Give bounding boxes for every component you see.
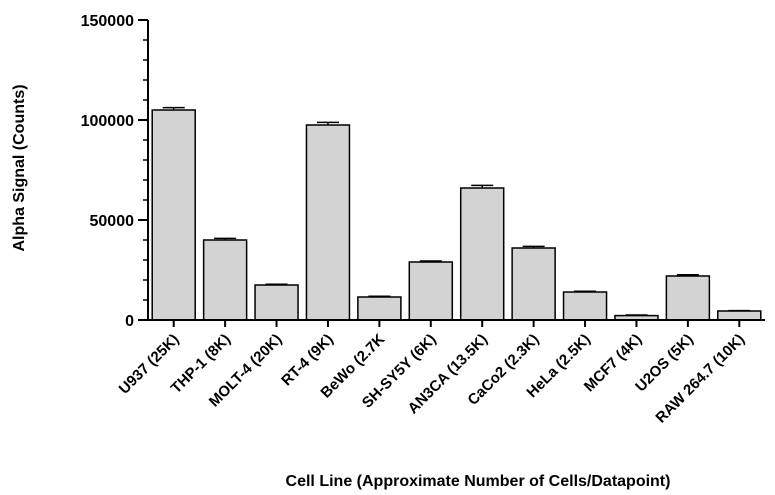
y-tick-label: 0 <box>125 313 134 330</box>
bar <box>511 247 556 321</box>
bar <box>459 187 505 321</box>
bar <box>357 296 402 321</box>
bar <box>202 239 248 321</box>
bar <box>717 310 762 321</box>
y-tick-label: 100000 <box>81 113 134 130</box>
category-label: RAW 264.7 (10K) <box>652 331 748 427</box>
y-tick-label: 50000 <box>90 213 135 230</box>
bar <box>562 291 608 321</box>
bar <box>305 124 351 321</box>
x-axis-title: Cell Line (Approximate Number of Cells/D… <box>286 473 671 490</box>
bar <box>408 261 454 321</box>
bar <box>665 275 711 321</box>
bar <box>254 284 299 321</box>
plot-area <box>151 106 762 321</box>
bar <box>151 109 196 321</box>
y-axis-title: Alpha Signal (Counts) <box>11 84 28 251</box>
y-tick-label: 150000 <box>81 13 134 30</box>
